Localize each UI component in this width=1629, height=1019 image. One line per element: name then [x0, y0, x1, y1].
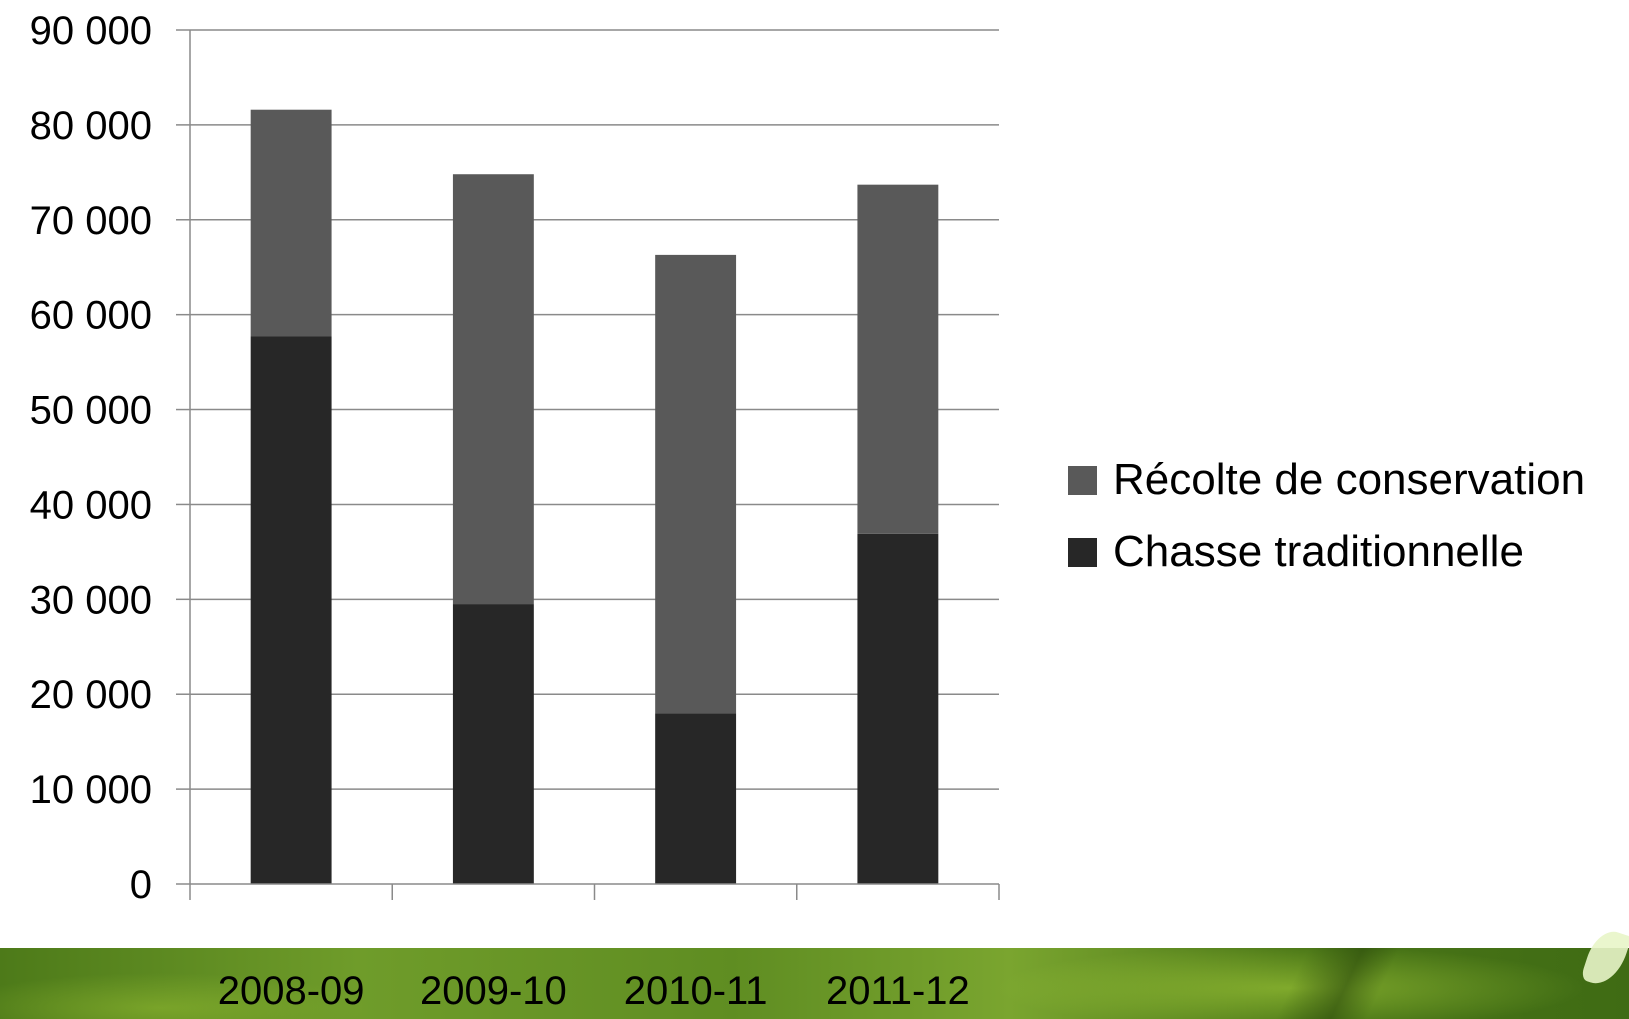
x-tick-label-0: 2008-09	[218, 969, 365, 1013]
bar-2011-12-recolte	[857, 184, 939, 534]
y-tick-label-5: 50 000	[30, 389, 152, 433]
bar-2010-11-chasse	[655, 713, 737, 884]
x-tick-label-1: 2009-10	[420, 969, 567, 1013]
legend-swatch-chasse	[1068, 537, 1097, 567]
legend-item-chasse: Chasse traditionnelle	[1068, 516, 1585, 588]
x-tick-label-3: 2011-12	[826, 969, 970, 1013]
background-streak	[1200, 948, 1530, 1019]
bar-2009-10-recolte	[452, 174, 534, 605]
bar-2008-09-chasse	[250, 336, 332, 885]
y-tick-label-8: 80 000	[30, 104, 152, 148]
y-tick-label-9: 90 000	[30, 9, 152, 53]
bar-2009-10-chasse	[452, 604, 534, 884]
y-tick-label-7: 70 000	[30, 199, 152, 243]
legend: Récolte de conservation Chasse tradition…	[1068, 444, 1585, 588]
axes	[176, 29, 1000, 900]
x-tick-labels: 2008-09 2009-10 2010-11 2011-12	[218, 969, 970, 1013]
y-tick-labels: 0 10 000 20 000 30 000 40 000 50 000 60 000 70 …	[30, 9, 152, 907]
legend-swatch-recolte	[1068, 465, 1097, 495]
legend-label-chasse: Chasse traditionnelle	[1113, 527, 1524, 576]
y-tick-label-0: 0	[130, 863, 152, 907]
y-tick-label-1: 10 000	[30, 768, 152, 812]
bars	[250, 109, 939, 885]
y-tick-label-6: 60 000	[30, 294, 152, 338]
bar-2011-12-chasse	[857, 533, 939, 884]
x-tick-label-2: 2010-11	[624, 969, 768, 1013]
bar-2010-11-recolte	[655, 254, 737, 714]
bar-2008-09-recolte	[250, 109, 332, 337]
y-tick-label-3: 30 000	[30, 578, 152, 622]
legend-item-recolte: Récolte de conservation	[1068, 444, 1585, 516]
y-tick-label-4: 40 000	[30, 483, 152, 527]
legend-label-recolte: Récolte de conservation	[1113, 455, 1586, 504]
y-tick-label-2: 20 000	[30, 673, 152, 717]
